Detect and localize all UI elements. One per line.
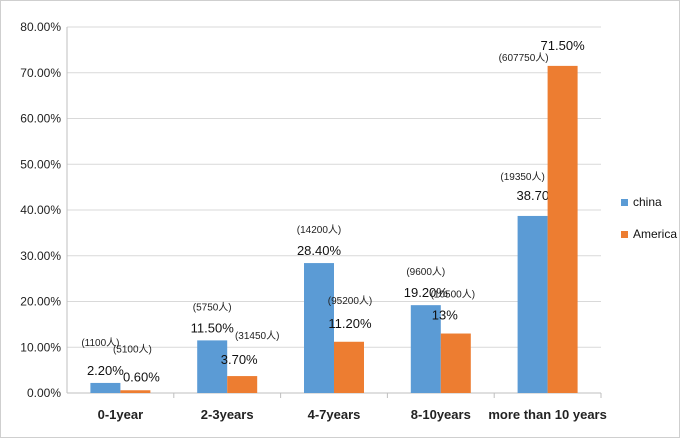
y-tick-label: 40.00% [20,203,61,217]
x-category-label: 2-3years [201,407,254,422]
data-label: 71.50% [541,38,586,53]
x-category-label: 4-7years [308,407,361,422]
data-label: 3.70% [221,352,258,367]
count-label: (19350人) [500,171,544,183]
y-tick-label: 20.00% [20,295,61,309]
bar-china-0 [90,382,121,393]
data-label: 28.40% [297,243,342,258]
count-label: (9600人) [406,266,445,278]
bar-america-3 [440,333,471,393]
bar-america-1 [227,376,258,393]
data-label: 11.20% [328,316,372,331]
y-tick-label: 30.00% [20,249,61,263]
y-tick-label: 60.00% [20,112,61,126]
y-tick-label: 80.00% [20,20,61,34]
legend-swatch-china [621,199,628,206]
data-label: 0.60% [123,369,160,384]
legend-label-america: America [633,227,677,241]
x-category-label: 8-10years [411,407,471,422]
legend-swatch-america [621,231,628,238]
y-tick-label: 70.00% [20,66,61,80]
x-category-label: more than 10 years [488,407,607,422]
bar-china-3 [410,305,441,393]
count-label: (10500人) [431,289,475,301]
count-label: (5750人) [193,301,232,313]
count-label: (607750人) [499,52,549,64]
x-category-label: 0-1year [98,407,144,422]
bar-america-0 [120,390,151,393]
bar-china-2 [304,263,334,393]
count-label: (95200人) [328,295,372,307]
bar-america-2 [334,341,364,393]
bar-china-4 [517,215,548,393]
bar-china-1 [197,340,228,393]
data-label: 13% [432,308,458,323]
count-label: (5100人) [113,343,152,355]
y-tick-label: 0.00% [27,386,61,400]
data-label: 2.20% [87,363,124,378]
count-label: (14200人) [297,224,341,236]
count-label: (31450人) [235,330,279,342]
data-label: 19.20% [404,285,449,300]
y-tick-label: 10.00% [20,340,61,354]
y-tick-label: 50.00% [20,157,61,171]
bar-america-4 [547,65,578,393]
legend-label-china: china [633,195,662,209]
count-label: (1100人) [81,337,119,349]
data-label: 11.50% [191,320,235,335]
